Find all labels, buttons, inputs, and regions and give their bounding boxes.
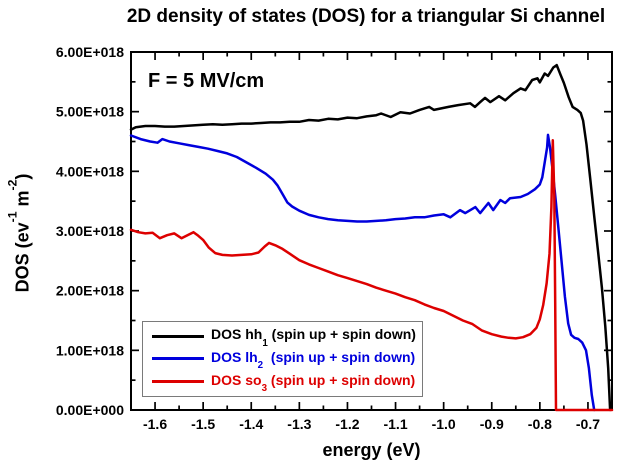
legend-label-part: 1 [262,337,268,349]
x-tick-label: -1.2 [335,416,359,432]
series-so3-line [129,139,614,412]
legend: DOS hh1 (spin up + spin down) DOS lh2 (sp… [142,321,423,397]
x-tick-label: -1.6 [143,416,167,432]
y-tick-label: 0.00E+000 [56,402,124,418]
legend-line-sample-so3 [152,380,204,384]
legend-label-part: DOS lh [211,349,258,366]
y-tick-label: 3.00E+018 [56,223,124,239]
y-axis-title-sup: -2 [5,179,19,191]
legend-label-part: 3 [261,382,268,394]
legend-label-part: DOS hh [211,326,263,343]
legend-label-part: (spin up + spin down) [267,371,416,388]
legend-label-so3: DOS so3 (spin up + spin down) [211,371,416,394]
legend-item-so3: DOS so3 (spin up + spin down) [152,371,422,394]
y-tick-label: 1.00E+018 [56,342,124,358]
x-axis-title: energy (eV) [322,440,421,460]
y-axis-title-text: DOS (ev [12,222,33,293]
legend-line-sample-lh2 [152,357,204,361]
legend-label-part: (spin up + spin down) [267,326,416,343]
y-axis-title-text: m [12,190,33,212]
y-tick-label: 2.00E+018 [56,283,124,299]
series-lh2-line [129,133,596,412]
x-tick-label: -0.8 [528,416,552,432]
x-tick-label: -1.0 [432,416,456,432]
x-tick-label: -0.7 [576,416,600,432]
field-annotation: F = 5 MV/cm [148,70,265,92]
x-tick-label: -1.3 [287,416,311,432]
legend-label-part: DOS so [211,371,262,388]
legend-label-part: (spin up + spin down) [263,349,416,366]
legend-label-lh2: DOS lh2 (spin up + spin down) [211,349,416,372]
legend-item-hh1: DOS hh1 (spin up + spin down) [152,325,422,349]
legend-line-sample-hh1 [152,334,204,338]
y-tick-label: 4.00E+018 [56,163,124,179]
x-tick-label: -0.9 [480,416,504,432]
x-tick-label: -1.1 [383,416,407,432]
y-axis-title-sup: -1 [5,211,19,223]
x-tick-label: -1.4 [239,416,263,432]
chart-title: 2D density of states (DOS) for a triangu… [126,6,606,27]
legend-item-lh2: DOS lh2 (spin up + spin down) [152,348,422,372]
y-tick-label: 6.00E+018 [56,44,124,60]
legend-label-hh1: DOS hh1 (spin up + spin down) [211,326,416,349]
y-axis-title: DOS (ev-1 m-2) [5,174,34,293]
series-hh1-line [129,63,612,412]
x-tick-label: -1.5 [191,416,215,432]
y-tick-label: 5.00E+018 [56,104,124,120]
legend-label-part: 2 [257,360,264,372]
